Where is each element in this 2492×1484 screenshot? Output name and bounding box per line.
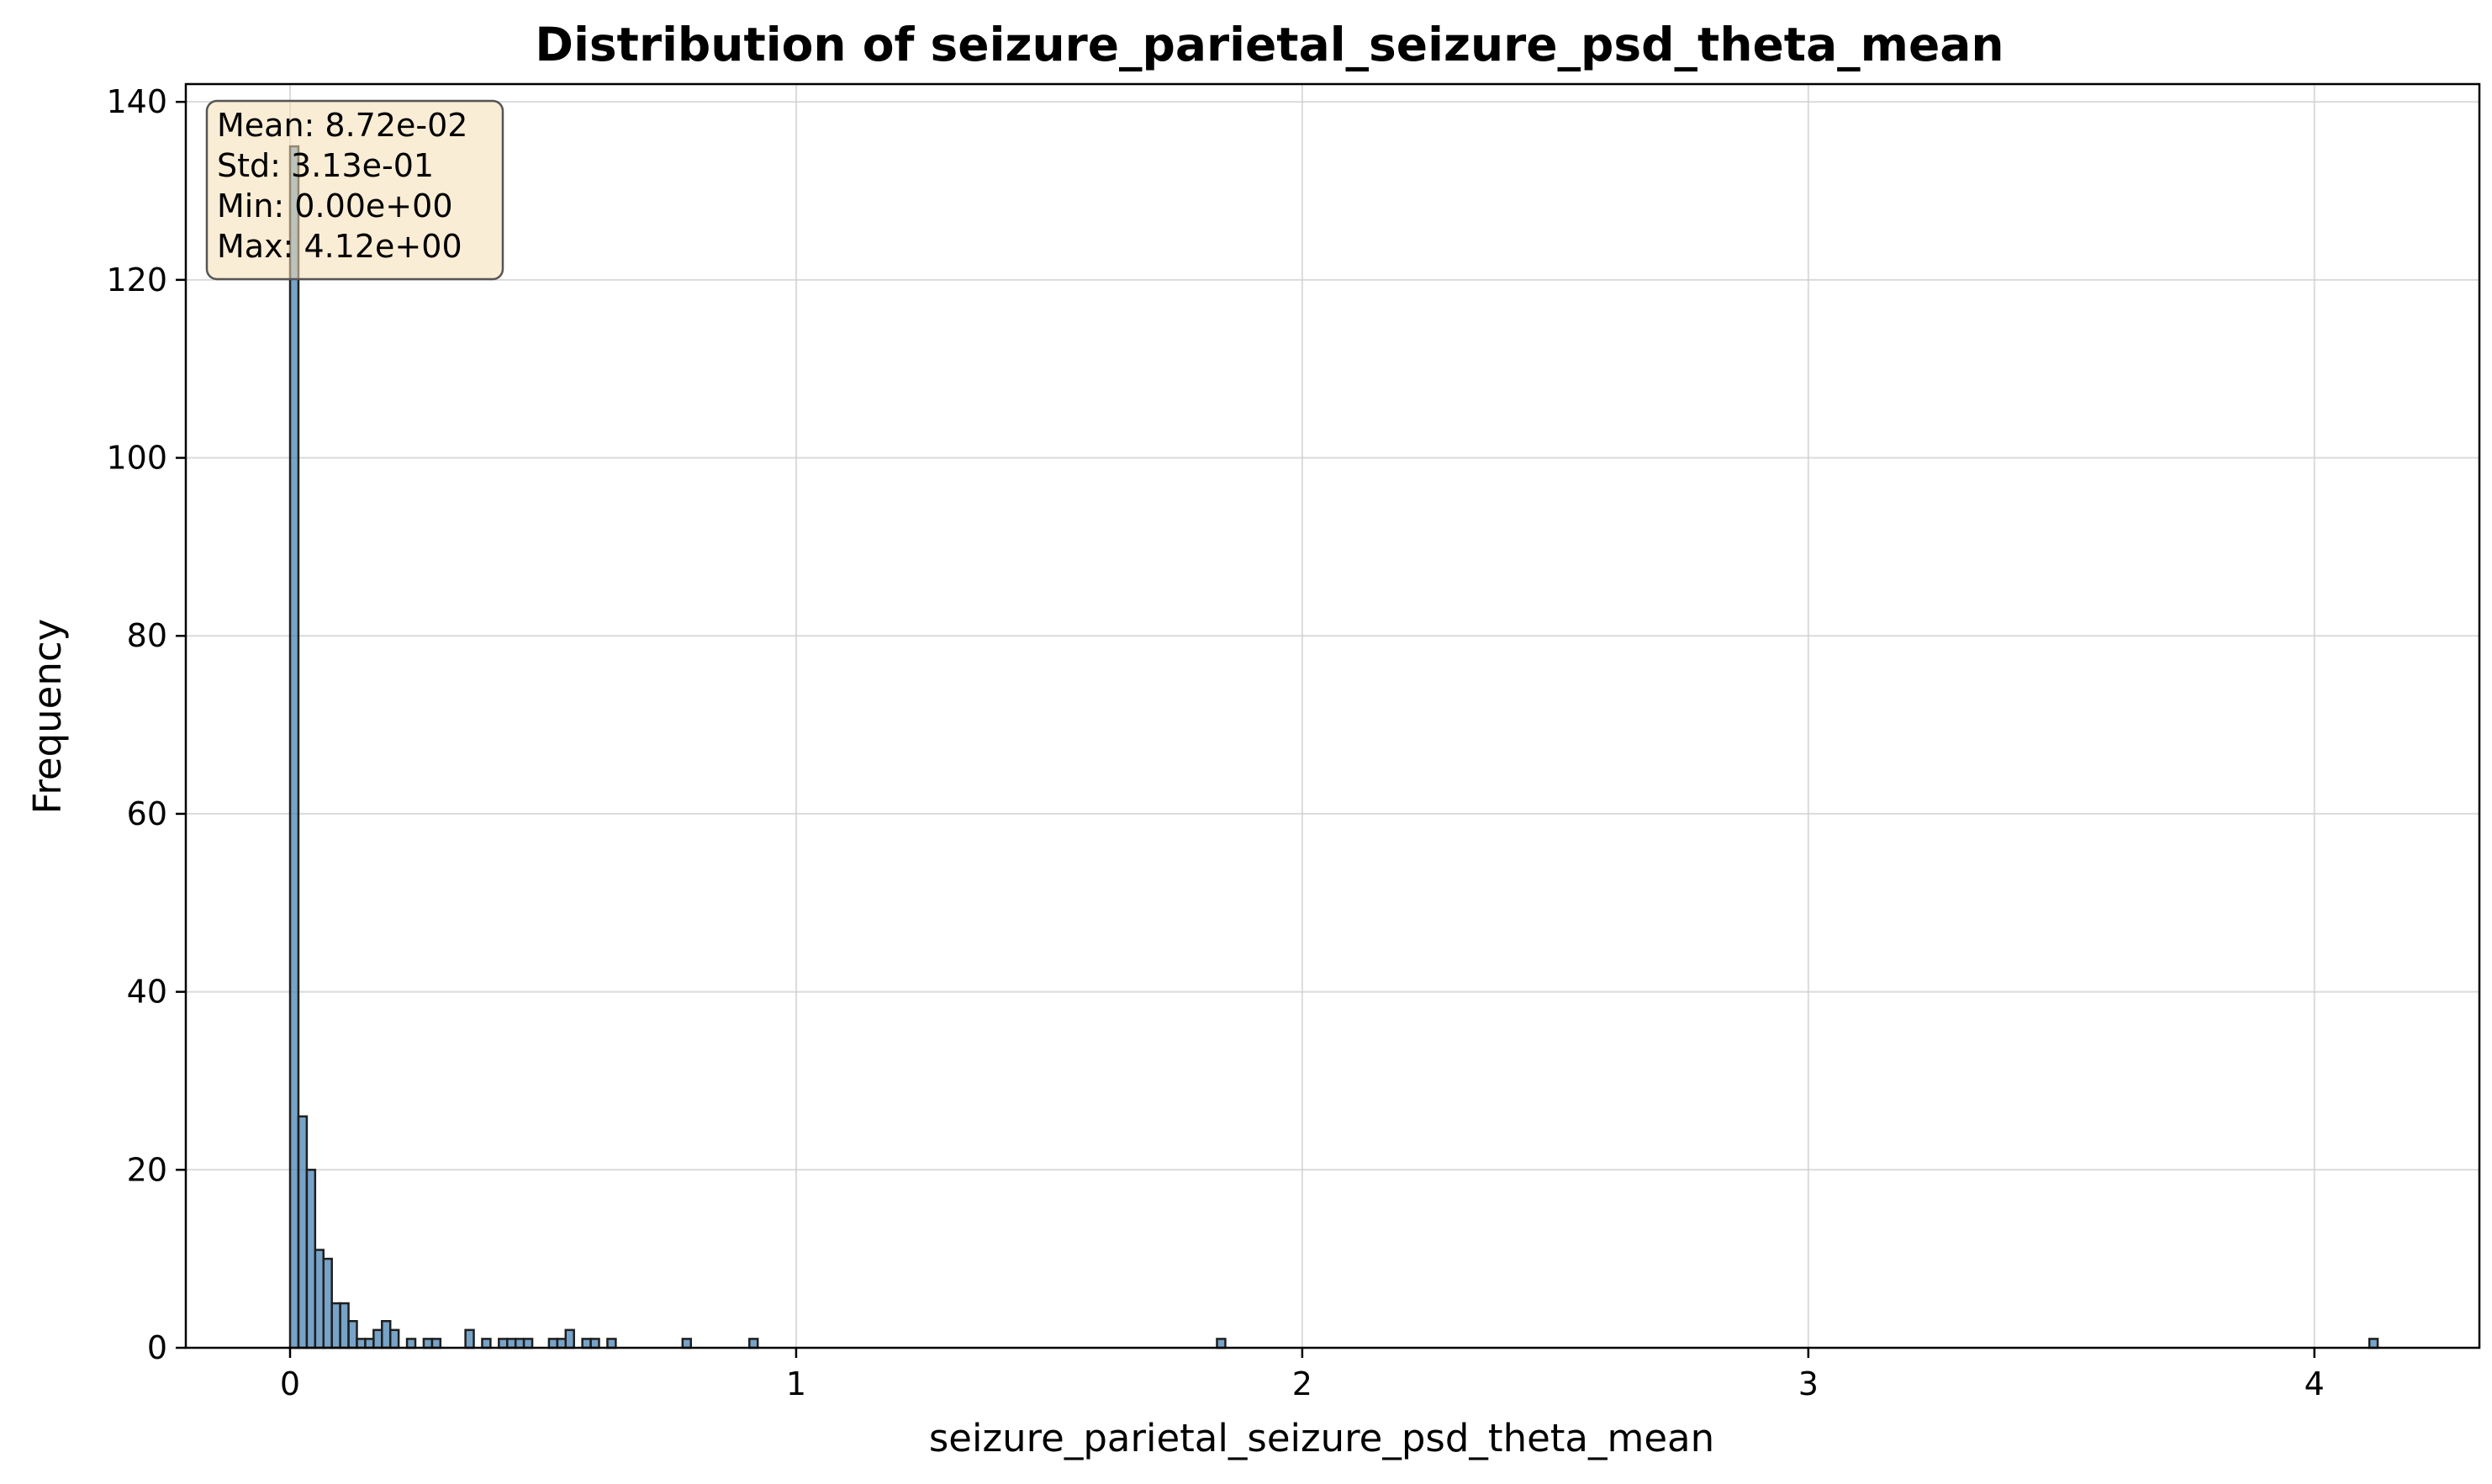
stats-box-background (205, 99, 504, 281)
histogram-bar (564, 1328, 575, 1349)
histogram-bar (748, 1338, 759, 1349)
histogram-bar (681, 1338, 693, 1349)
x-tick-label: 4 (2305, 1365, 2325, 1402)
histogram-bar (305, 1169, 317, 1349)
histogram-bar (381, 1319, 392, 1349)
histogram-bar (498, 1338, 509, 1349)
histogram-bar (322, 1257, 333, 1349)
stats-box: Mean: 8.72e-02 Std: 3.13e-01 Min: 0.00e+… (205, 99, 504, 281)
x-tick-label: 2 (1292, 1365, 1312, 1402)
y-tick-label: 0 (147, 1329, 167, 1366)
histogram-bar (547, 1338, 559, 1349)
histogram-bar (606, 1338, 617, 1349)
histogram-bar (347, 1319, 358, 1349)
x-tick-label: 0 (280, 1365, 300, 1402)
x-axis-ticks: 0 1 2 3 4 (280, 1348, 2325, 1402)
histogram-bar (388, 1328, 400, 1349)
histogram-bar (405, 1338, 417, 1349)
x-tick-label: 1 (786, 1365, 806, 1402)
histogram-bar (430, 1338, 442, 1349)
histogram-bar (422, 1338, 434, 1349)
histogram-bar (2368, 1338, 2379, 1349)
histogram-bar (297, 1115, 309, 1349)
histogram-bar (288, 145, 300, 1349)
y-tick-label: 20 (127, 1151, 167, 1188)
histogram-bar (1216, 1338, 1227, 1349)
histogram-bar (556, 1338, 568, 1349)
histogram-bar (514, 1338, 525, 1349)
histogram-bar (589, 1338, 600, 1349)
stats-max: Max: 4.12e+00 (217, 228, 462, 265)
stats-mean: Mean: 8.72e-02 (217, 107, 467, 144)
histogram-bar (314, 1249, 325, 1349)
x-axis-label: seizure_parietal_seizure_psd_theta_mean (929, 1416, 1714, 1460)
y-tick-label: 60 (127, 795, 167, 832)
grid-lines (186, 84, 2479, 1349)
y-axis-ticks: 0 20 40 60 80 100 120 140 (106, 83, 186, 1366)
histogram-bar (364, 1338, 375, 1349)
histogram-bar (464, 1328, 475, 1349)
y-tick-label: 100 (106, 440, 167, 477)
histogram-bar (356, 1338, 367, 1349)
histogram-bar (506, 1338, 517, 1349)
y-tick-label: 40 (127, 974, 167, 1011)
y-tick-label: 140 (106, 83, 167, 120)
plot-frame (184, 82, 2481, 1349)
histogram-bar (581, 1338, 592, 1349)
histogram-bar (522, 1338, 534, 1349)
histogram-bar (330, 1302, 341, 1349)
y-axis-label: Frequency (25, 619, 70, 814)
histogram-bar (339, 1302, 350, 1349)
stats-std: Std: 3.13e-01 (217, 147, 434, 184)
x-tick-label: 3 (1798, 1365, 1819, 1402)
histogram-bar (481, 1338, 492, 1349)
chart-title: Distribution of seizure_parietal_seizure… (535, 18, 2004, 71)
y-tick-label: 120 (106, 261, 167, 298)
stats-min: Min: 0.00e+00 (217, 187, 453, 224)
y-tick-label: 80 (127, 617, 167, 654)
histogram-bar (372, 1328, 383, 1349)
